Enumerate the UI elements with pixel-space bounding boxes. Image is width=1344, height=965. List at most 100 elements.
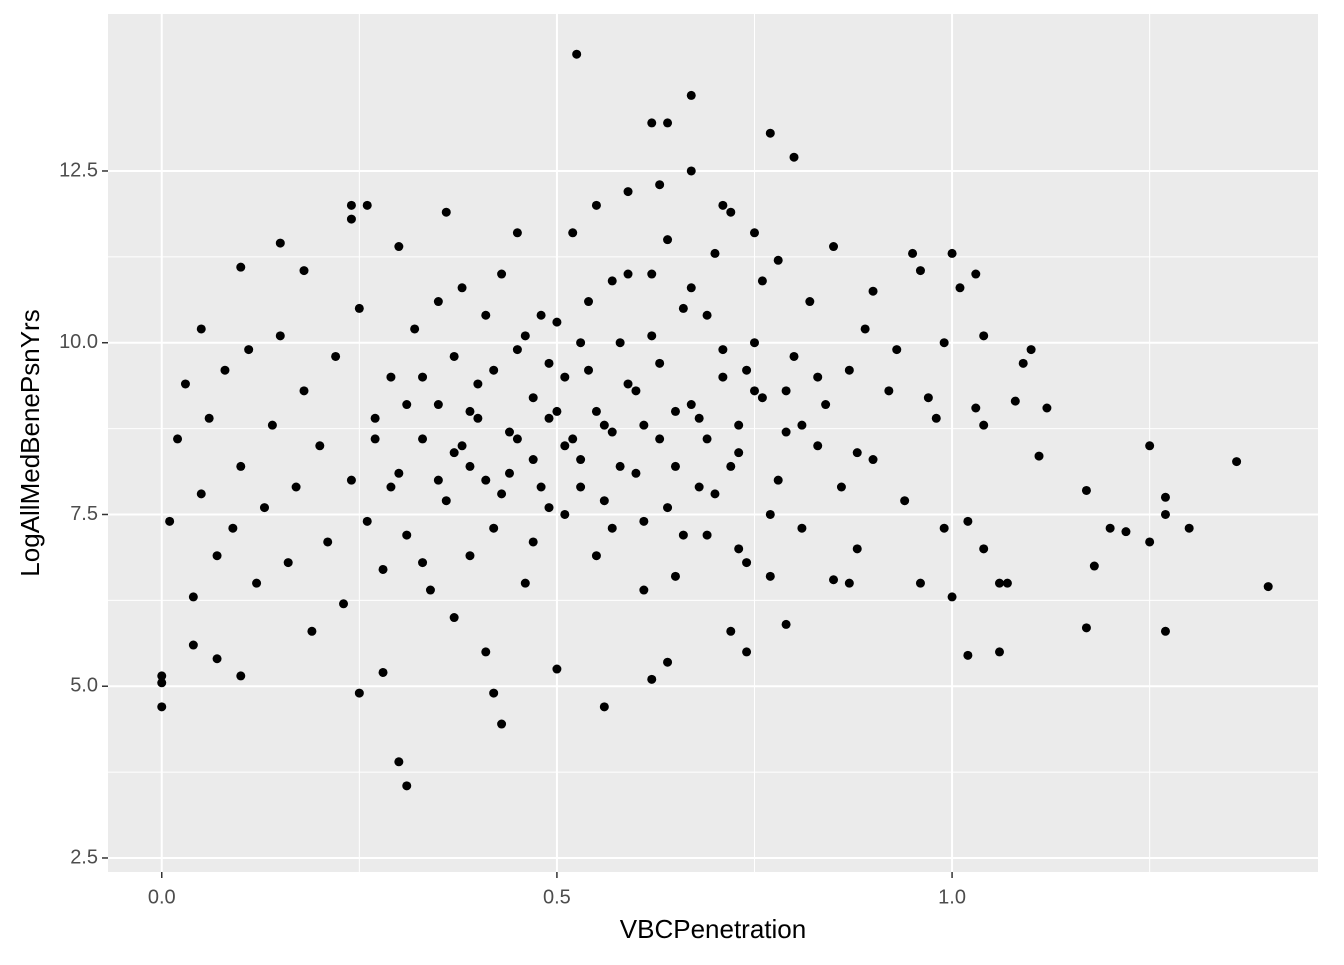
point [884,386,894,396]
point [749,228,759,238]
point [1263,582,1273,592]
point [457,441,467,451]
point [694,413,704,423]
point [204,413,214,423]
point [576,482,586,492]
point [481,647,491,657]
point [607,427,617,437]
point [702,530,712,540]
point [299,386,309,396]
point [623,269,633,279]
point [836,482,846,492]
point [908,248,918,258]
y-tick-label: 2.5 [70,846,98,868]
point [765,571,775,581]
point [465,406,475,416]
point [591,551,601,561]
point [584,297,594,307]
point [599,420,609,430]
plot-panel [108,14,1318,872]
point [299,266,309,276]
point [1184,523,1194,533]
point [560,441,570,451]
point [418,372,428,382]
point [971,403,981,413]
point [931,413,941,423]
point [623,379,633,389]
point [1232,457,1242,467]
point [663,235,673,245]
point [829,242,839,252]
point [591,406,601,416]
point [615,461,625,471]
point [346,475,356,485]
point [781,619,791,629]
point [915,578,925,588]
point [742,558,752,568]
point [813,372,823,382]
point [789,351,799,361]
point [757,393,767,403]
point [1034,451,1044,461]
point [734,448,744,458]
point [473,379,483,389]
grid [108,14,1318,872]
point [686,400,696,410]
point [394,242,404,252]
point [1010,396,1020,406]
point [971,269,981,279]
point [528,455,538,465]
point [734,544,744,554]
point [607,523,617,533]
y-tick-label: 7.5 [70,503,98,525]
point [425,585,435,595]
point [236,262,246,272]
y-axis-title: LogAllMedBenePsnYrs [15,309,45,576]
point [781,386,791,396]
point [631,386,641,396]
point [765,128,775,138]
point [670,571,680,581]
point [781,427,791,437]
point [852,544,862,554]
point [655,180,665,190]
point [560,509,570,519]
point [544,413,554,423]
point [742,647,752,657]
point [852,448,862,458]
axes: 0.0 0.5 1.0 2.5 5.0 7.5 10.0 12.5 [59,159,966,908]
point [584,365,594,375]
point [694,482,704,492]
point [402,530,412,540]
point [829,575,839,585]
point [528,537,538,547]
point [378,667,388,677]
point [481,475,491,485]
point [860,324,870,334]
point [331,351,341,361]
point [512,228,522,238]
point [339,599,349,609]
point [647,331,657,341]
point [702,310,712,320]
point [275,331,285,341]
point [457,283,467,293]
point [1081,485,1091,495]
point [362,516,372,526]
point [394,468,404,478]
point [623,187,633,197]
point [552,664,562,674]
point [576,455,586,465]
x-tick-label: 0.5 [543,886,571,908]
point [307,626,317,636]
point [663,503,673,513]
point [947,248,957,258]
point [718,372,728,382]
point [552,406,562,416]
point [465,551,475,561]
point [370,434,380,444]
point [892,345,902,355]
y-tick-label: 5.0 [70,675,98,697]
point [1121,527,1131,537]
